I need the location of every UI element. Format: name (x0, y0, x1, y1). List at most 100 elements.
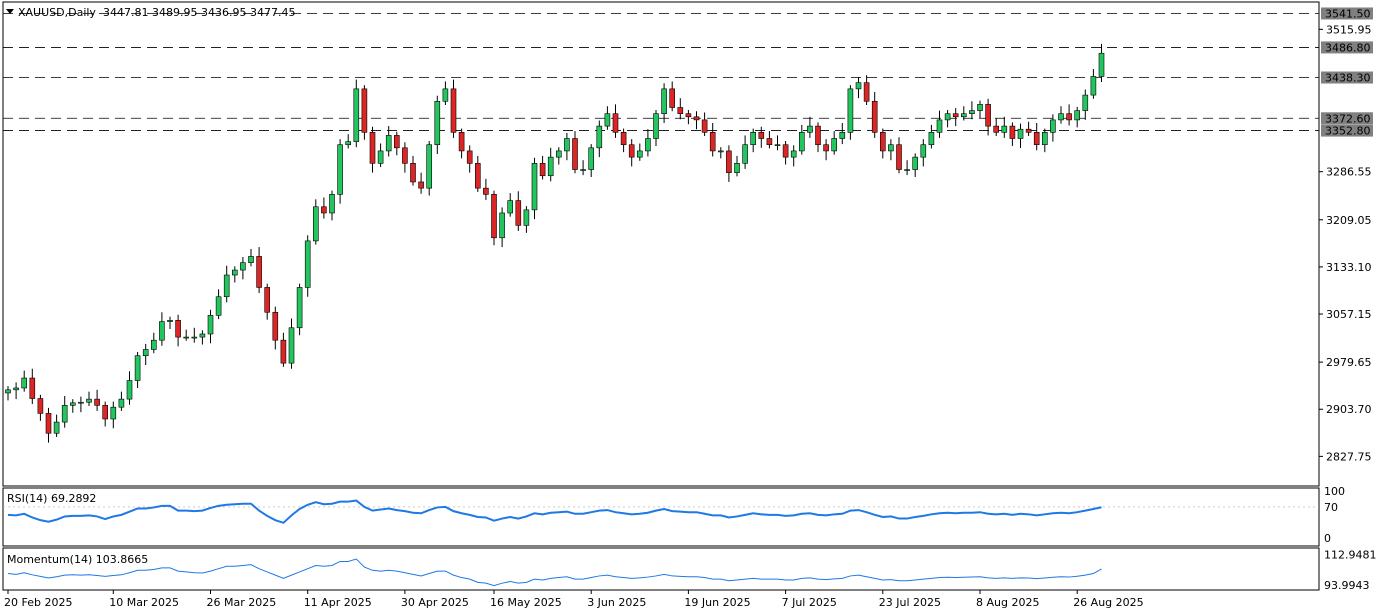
candle-body (936, 119, 943, 133)
candle-body (385, 135, 392, 152)
candle-body (110, 406, 117, 420)
candle-body (888, 144, 894, 152)
candle-body (628, 144, 635, 158)
candle-body (661, 88, 667, 114)
candle-body (758, 132, 765, 139)
candle-body (151, 339, 157, 350)
candle-body (1009, 125, 1016, 139)
candle-body (823, 144, 829, 152)
level-label: 3352.80 (1325, 125, 1371, 138)
candle-body (507, 200, 514, 214)
candle-body (798, 132, 805, 152)
level-label: 3372.60 (1325, 112, 1371, 125)
candle-body (790, 150, 797, 158)
candle-body (102, 405, 108, 420)
level-label-box (1321, 41, 1373, 54)
ohlc-values: 3447.81 3489.95 3436.95 3477.45 (103, 6, 295, 19)
candle-body (442, 88, 449, 102)
candle-body (126, 380, 133, 400)
candle-body (272, 311, 279, 341)
time-tick-label: 11 Apr 2025 (304, 596, 372, 609)
candle-body (458, 132, 465, 152)
candle-body (596, 125, 603, 149)
candle-body (709, 132, 716, 152)
candle-body (21, 377, 28, 389)
candle-body (1058, 113, 1064, 121)
price-tick-label: 3133.10 (1326, 261, 1372, 274)
time-tick-label: 20 Feb 2025 (4, 596, 72, 609)
candle-body (466, 150, 473, 164)
candle-body (612, 113, 619, 133)
candle-body (515, 200, 522, 226)
time-tick-label: 26 Mar 2025 (207, 596, 277, 609)
level-label: 3486.80 (1325, 41, 1371, 54)
candle-body (426, 144, 433, 189)
collapse-triangle-icon[interactable] (6, 9, 14, 14)
level-label-box (1321, 112, 1373, 125)
time-tick-label: 8 Aug 2025 (976, 596, 1039, 609)
candle-body (134, 355, 141, 381)
candle-body (142, 349, 149, 356)
time-tick-label: 10 Mar 2025 (109, 596, 179, 609)
rsi-indicator: 100 70 0 (3, 485, 1345, 545)
momentum-header: Momentum(14) 103.8665 (7, 553, 148, 566)
candle-body (167, 320, 173, 322)
candle-body (1017, 128, 1024, 139)
candle-body (1001, 125, 1008, 133)
candle-body (1090, 76, 1097, 96)
level-label: 3438.30 (1325, 72, 1371, 85)
rsi-tick-label: 100 (1324, 485, 1345, 498)
candle-body (61, 405, 68, 423)
candle-body (742, 144, 748, 164)
candle-body (839, 132, 846, 139)
candle-body (369, 132, 376, 164)
candle-body (669, 88, 676, 108)
candle-body (726, 150, 732, 173)
main-panel-frame (2, 1, 1320, 487)
candle-body (483, 187, 489, 195)
candle-body (207, 315, 214, 335)
candle-body (701, 119, 708, 133)
price-tick-label: 3057.15 (1326, 308, 1372, 321)
rsi-panel-frame (2, 487, 1320, 547)
candle-body (345, 141, 352, 146)
candle-body (944, 113, 951, 121)
candle-body (296, 287, 303, 329)
time-tick-label: 30 Apr 2025 (401, 596, 469, 609)
level-label-box (1321, 71, 1373, 84)
candle-body (37, 398, 44, 414)
candle-body (693, 116, 700, 121)
time-axis: 20 Feb 2025 10 Mar 2025 26 Mar 2025 11 Apr … (4, 590, 1144, 609)
candle-body (847, 88, 854, 133)
candle-body (1050, 119, 1056, 133)
candle-body (70, 402, 76, 406)
candle-body (960, 113, 967, 118)
price-tick-label: 2827.75 (1326, 450, 1372, 463)
candle-body (29, 377, 36, 399)
candle-body (620, 132, 627, 146)
time-tick-label: 16 May 2025 (490, 596, 562, 609)
candle-body (191, 336, 198, 339)
candle-body (256, 256, 262, 288)
candle-body (450, 88, 457, 133)
momentum-line (7, 558, 1102, 587)
momentum-tick-label: 112.9481 (1324, 548, 1377, 561)
price-axis: 3515.95 3286.55 3209.05 3133.10 3057.15 2979.… (1319, 23, 1372, 463)
candle-body (118, 398, 125, 408)
candle-body (280, 339, 287, 364)
price-tick-label: 3286.55 (1326, 166, 1372, 179)
candle-body (175, 320, 181, 338)
candle-body (636, 150, 643, 158)
time-tick-label: 3 Jun 2025 (587, 596, 646, 609)
level-label-box (1321, 7, 1373, 20)
candle-body (474, 163, 481, 189)
candle-body (1025, 128, 1032, 133)
candle-body (312, 206, 319, 242)
candle-body (402, 147, 408, 164)
candle-body (232, 269, 238, 276)
candle-body (337, 144, 343, 195)
candle-body (969, 110, 975, 114)
price-tick-label: 3515.95 (1326, 23, 1372, 36)
